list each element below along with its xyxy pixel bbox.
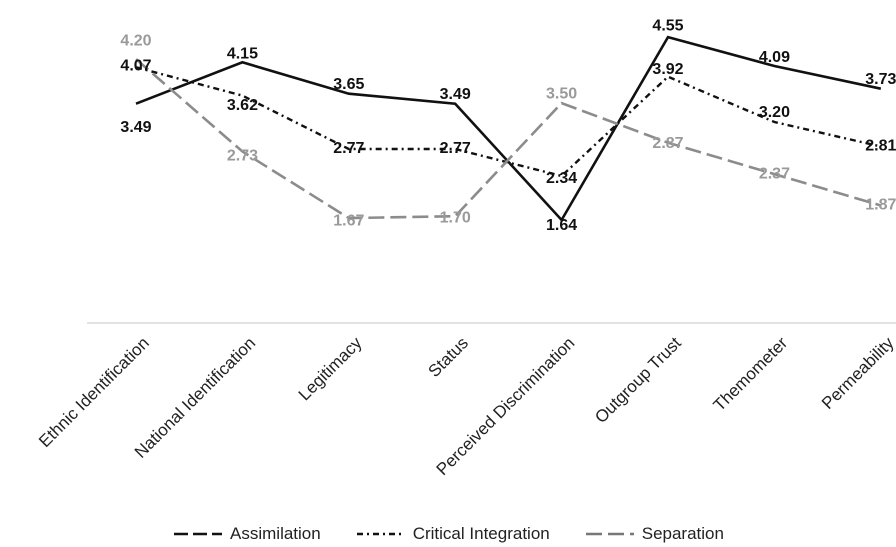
data-label-assimilation-0: 3.49 <box>120 119 151 136</box>
x-tick-label-7: Permeability <box>818 333 896 413</box>
data-label-separation-7: 1.87 <box>865 197 896 214</box>
data-label-assimilation-2: 3.65 <box>333 76 364 93</box>
data-label-separation-2: 1.67 <box>333 212 364 229</box>
series-line-critical-integration <box>135 66 882 178</box>
legend-swatch-assimilation <box>174 532 223 536</box>
legend: Assimilation Critical Integration Separa… <box>0 522 896 546</box>
legend-item-assimilation: Assimilation <box>172 524 321 544</box>
legend-swatch-critical-integration <box>356 532 405 536</box>
data-label-separation-5: 2.87 <box>652 135 683 152</box>
legend-label-critical-integration: Critical Integration <box>412 524 550 543</box>
series-line-assimilation <box>135 35 882 223</box>
data-label-assimilation-6: 4.09 <box>759 49 790 66</box>
data-label-separation-3: 1.70 <box>440 209 471 226</box>
data-label-critical-integration-0: 4.07 <box>120 58 151 75</box>
data-label-critical-integration-7: 2.81 <box>865 138 896 155</box>
x-tick-label-2: Legitimacy <box>295 333 366 404</box>
series-lines <box>135 35 882 223</box>
data-label-critical-integration-4: 2.34 <box>546 170 577 187</box>
x-tick-label-3: Status <box>425 333 473 381</box>
legend-item-separation: Separation <box>584 524 724 544</box>
data-label-critical-integration-6: 3.20 <box>759 104 790 121</box>
data-label-assimilation-1: 4.15 <box>227 46 258 63</box>
data-label-assimilation-4: 1.64 <box>546 217 577 234</box>
legend-item-critical-integration: Critical Integration <box>355 524 550 544</box>
data-label-assimilation-7: 3.73 <box>865 71 896 88</box>
legend-label-assimilation: Assimilation <box>230 524 321 543</box>
data-label-critical-integration-3: 2.77 <box>440 140 471 157</box>
data-labels: 3.49 4.15 3.65 3.49 1.64 4.55 4.09 3.73 4.07 3.62… <box>120 17 896 234</box>
data-label-separation-1: 2.73 <box>227 148 258 165</box>
x-tick-label-6: Themometer <box>710 333 792 415</box>
data-label-assimilation-5: 4.55 <box>652 17 683 34</box>
data-label-separation-0: 4.20 <box>120 32 151 49</box>
data-label-critical-integration-2: 2.77 <box>333 140 364 157</box>
data-label-critical-integration-5: 3.92 <box>652 61 683 78</box>
legend-label-separation: Separation <box>641 524 724 543</box>
x-tick-label-5: Outgroup Trust <box>591 333 685 427</box>
x-tick-label-1: National Identification <box>131 333 259 461</box>
data-label-critical-integration-1: 3.62 <box>227 97 258 114</box>
data-label-separation-6: 2.37 <box>759 165 790 182</box>
x-tick-label-0: Ethnic Identification <box>35 333 153 451</box>
series-line-separation <box>135 58 882 220</box>
legend-swatch-separation <box>585 532 634 536</box>
data-label-assimilation-3: 3.49 <box>440 86 471 103</box>
data-label-separation-4: 3.50 <box>546 85 577 102</box>
